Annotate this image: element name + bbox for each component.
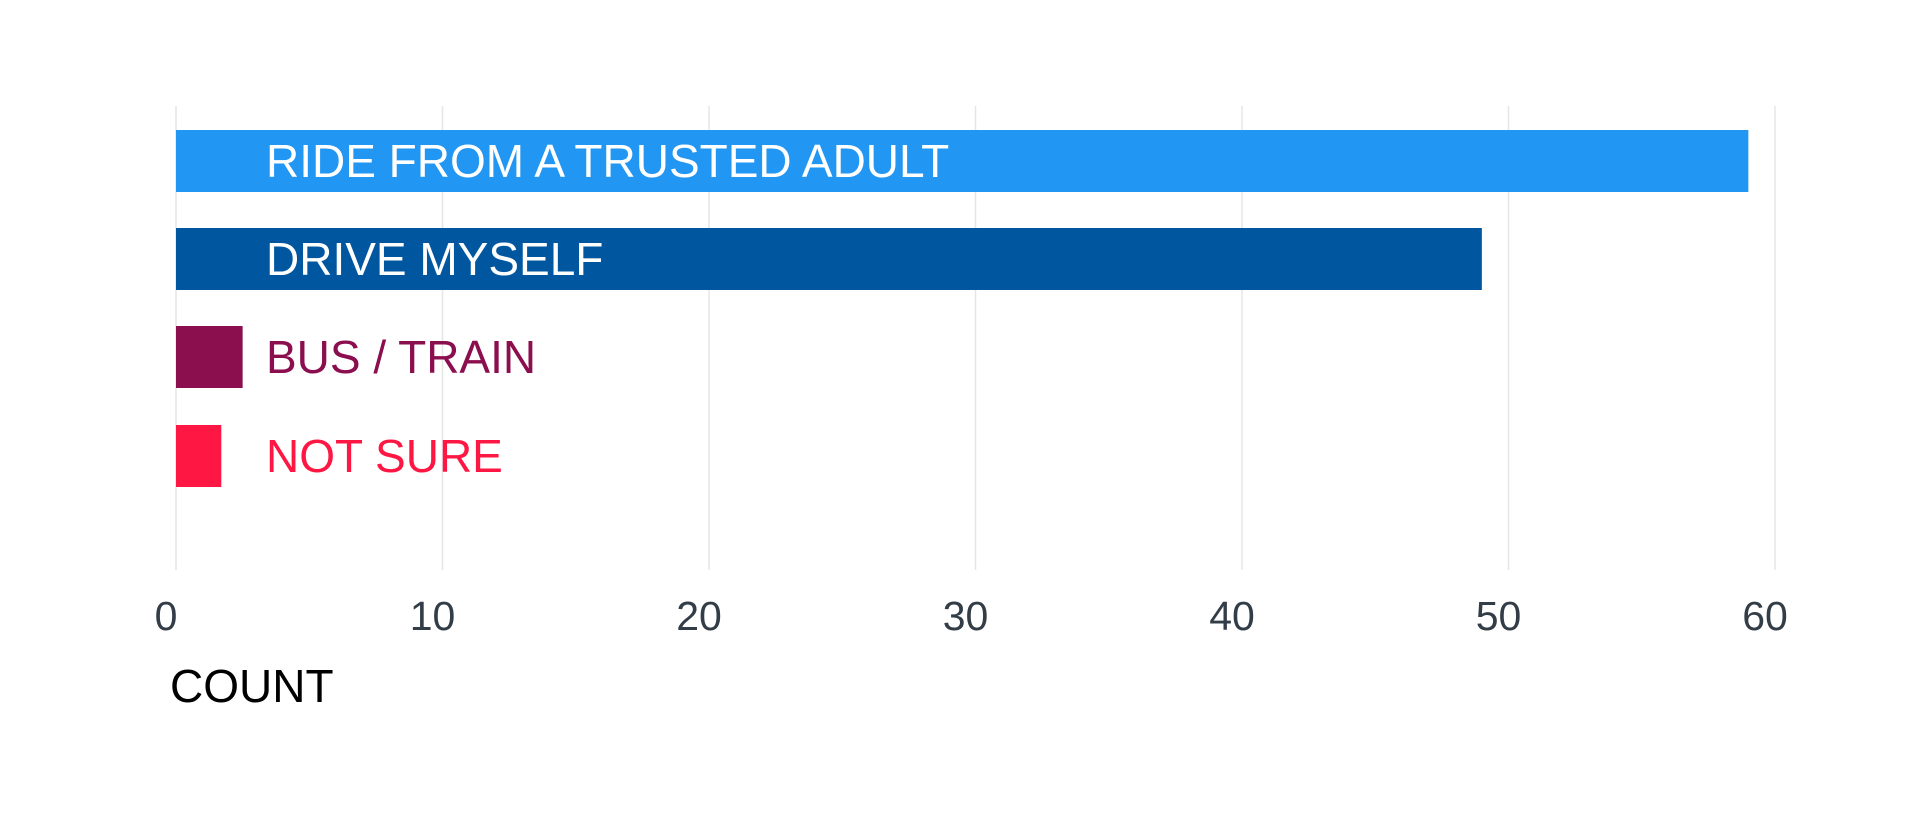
bar-2	[176, 326, 243, 388]
bar-label-2: BUS / TRAIN	[266, 331, 536, 383]
bar-0	[176, 130, 1749, 192]
bar-label-3: NOT SURE	[266, 430, 503, 482]
bars	[176, 130, 1749, 487]
x-tick-label-60: 60	[1742, 593, 1788, 639]
x-axis-title: COUNT	[170, 660, 334, 712]
bar-labels: RIDE FROM A TRUSTED ADULT DRIVE MYSELF BUS…	[266, 135, 949, 482]
bar-label-0: RIDE FROM A TRUSTED ADULT	[266, 135, 949, 187]
x-tick-label-40: 40	[1209, 593, 1255, 639]
x-tick-label-0: 0	[155, 593, 178, 639]
bar-label-1: DRIVE MYSELF	[266, 233, 603, 285]
x-tick-labels: 0 10 20 30 40 50 60	[155, 593, 1788, 639]
x-tick-label-10: 10	[410, 593, 456, 639]
x-tick-label-50: 50	[1476, 593, 1522, 639]
x-tick-label-30: 30	[943, 593, 989, 639]
x-tick-label-20: 20	[676, 593, 722, 639]
bar-3	[176, 425, 222, 487]
bar-1	[176, 228, 1482, 290]
